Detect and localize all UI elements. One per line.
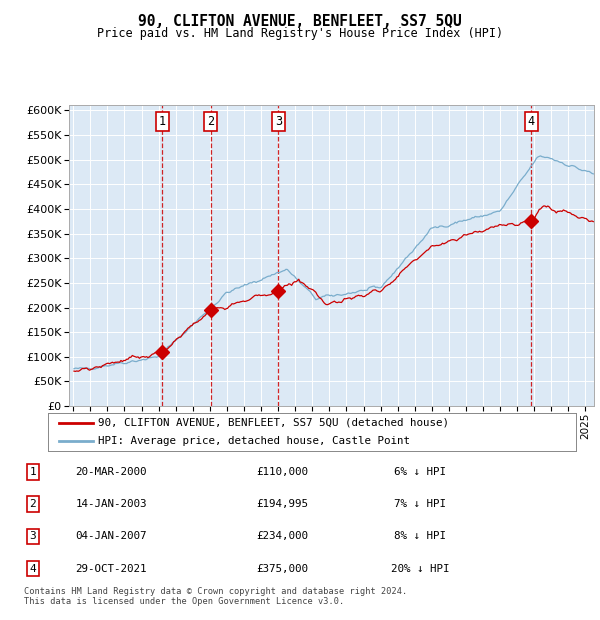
Text: 7% ↓ HPI: 7% ↓ HPI (394, 499, 446, 509)
Text: Price paid vs. HM Land Registry's House Price Index (HPI): Price paid vs. HM Land Registry's House … (97, 27, 503, 40)
Text: 20% ↓ HPI: 20% ↓ HPI (391, 564, 449, 574)
Text: 4: 4 (29, 564, 37, 574)
Text: 3: 3 (29, 531, 37, 541)
Text: 90, CLIFTON AVENUE, BENFLEET, SS7 5QU: 90, CLIFTON AVENUE, BENFLEET, SS7 5QU (138, 14, 462, 29)
Text: 1: 1 (159, 115, 166, 128)
Text: 90, CLIFTON AVENUE, BENFLEET, SS7 5QU (detached house): 90, CLIFTON AVENUE, BENFLEET, SS7 5QU (d… (98, 417, 449, 428)
Text: 1: 1 (29, 467, 37, 477)
Text: 3: 3 (275, 115, 282, 128)
Text: £234,000: £234,000 (256, 531, 308, 541)
Text: 04-JAN-2007: 04-JAN-2007 (75, 531, 147, 541)
Text: 29-OCT-2021: 29-OCT-2021 (75, 564, 147, 574)
Text: 8% ↓ HPI: 8% ↓ HPI (394, 531, 446, 541)
Text: 6% ↓ HPI: 6% ↓ HPI (394, 467, 446, 477)
Text: Contains HM Land Registry data © Crown copyright and database right 2024.
This d: Contains HM Land Registry data © Crown c… (24, 587, 407, 606)
Text: £110,000: £110,000 (256, 467, 308, 477)
Text: 4: 4 (528, 115, 535, 128)
Text: 14-JAN-2003: 14-JAN-2003 (75, 499, 147, 509)
Text: £375,000: £375,000 (256, 564, 308, 574)
Text: 20-MAR-2000: 20-MAR-2000 (75, 467, 147, 477)
Text: HPI: Average price, detached house, Castle Point: HPI: Average price, detached house, Cast… (98, 436, 410, 446)
Text: 2: 2 (29, 499, 37, 509)
Text: 2: 2 (207, 115, 214, 128)
Text: £194,995: £194,995 (256, 499, 308, 509)
